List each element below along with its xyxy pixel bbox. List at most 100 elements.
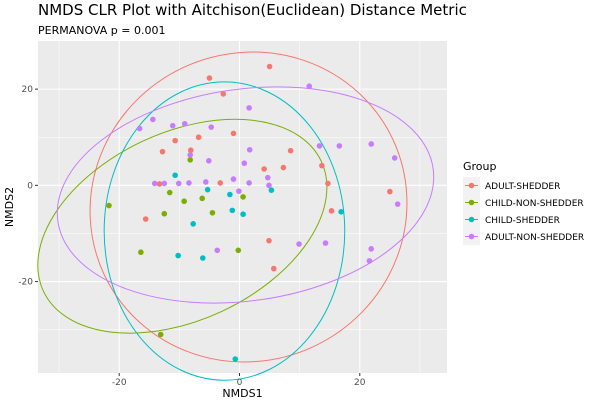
point-adult-shedder (328, 208, 335, 214)
point-adult-non-shedder (186, 180, 192, 186)
chart-subtitle: PERMANOVA p = 0.001 (38, 24, 165, 37)
y-axis-label: NMDS2 (3, 187, 16, 227)
point-adult-non-shedder (187, 152, 193, 158)
point-adult-non-shedder (296, 241, 302, 247)
legend-label: ADULT-NON-SHEDDER (485, 233, 584, 243)
point-child-shedder (190, 221, 196, 227)
legend-key-point (468, 233, 475, 240)
point-child-non-shedder (235, 247, 242, 254)
point-adult-shedder (220, 91, 227, 97)
point-adult-non-shedder (368, 141, 375, 147)
point-adult-shedder (287, 147, 294, 154)
legend: Group ADULT-SHEDDER CHILD-NON-SHEDDER CHIL… (463, 160, 584, 245)
ellipse-child-non-shedder (37, 118, 328, 334)
point-adult-shedder (280, 164, 287, 171)
legend-title: Group (463, 160, 497, 173)
point-adult-non-shedder (394, 201, 401, 207)
point-adult-shedder (187, 147, 194, 154)
point-adult-non-shedder (246, 180, 252, 186)
point-adult-shedder (206, 75, 213, 81)
point-child-non-shedder (187, 157, 193, 163)
point-adult-shedder (387, 188, 393, 195)
ellipse-adult-non-shedder (56, 86, 435, 304)
point-adult-non-shedder (208, 124, 215, 130)
point-adult-shedder (266, 63, 273, 70)
point-adult-non-shedder (151, 180, 158, 187)
x-tick-label: -20 (112, 378, 127, 388)
point-adult-shedder (270, 265, 277, 272)
point-child-non-shedder (161, 210, 168, 217)
point-adult-non-shedder (214, 247, 221, 254)
point-adult-non-shedder (322, 240, 329, 246)
point-adult-non-shedder (246, 105, 252, 111)
point-adult-non-shedder (306, 83, 313, 90)
legend-label: ADULT-SHEDDER (485, 182, 560, 192)
point-child-shedder (204, 186, 211, 193)
point-child-non-shedder (157, 331, 164, 338)
point-adult-non-shedder (161, 180, 168, 187)
point-adult-shedder (230, 130, 237, 137)
point-adult-non-shedder (206, 158, 212, 164)
point-child-non-shedder (166, 189, 173, 196)
ellipse-adult-shedder (89, 51, 408, 363)
point-adult-non-shedder (169, 122, 176, 129)
point-adult-non-shedder (336, 143, 343, 149)
point-adult-non-shedder (368, 246, 375, 252)
data-points (106, 63, 401, 362)
point-adult-shedder (172, 137, 178, 144)
x-tick-label: 0 (237, 378, 243, 388)
chart-title: NMDS CLR Plot with Aitchison(Euclidean) … (38, 1, 467, 19)
point-child-shedder (172, 172, 178, 179)
point-adult-shedder (195, 134, 202, 141)
point-adult-non-shedder (150, 116, 156, 123)
point-adult-non-shedder (366, 258, 373, 264)
point-child-shedder (200, 255, 206, 261)
point-adult-non-shedder (203, 179, 209, 185)
point-child-non-shedder (240, 194, 246, 200)
point-child-non-shedder (199, 195, 206, 202)
y-tick-label: 0 (27, 181, 33, 191)
point-child-non-shedder (138, 249, 144, 256)
point-adult-shedder (261, 166, 267, 172)
point-adult-non-shedder (264, 174, 271, 181)
point-adult-non-shedder (136, 125, 143, 132)
point-adult-non-shedder (230, 176, 237, 182)
point-child-non-shedder (106, 202, 112, 209)
point-adult-shedder (156, 181, 163, 187)
point-child-non-shedder (209, 209, 216, 216)
point-child-shedder (338, 209, 344, 215)
point-adult-non-shedder (316, 143, 323, 149)
point-adult-non-shedder (181, 120, 188, 127)
y-tick-label: -20 (18, 278, 33, 288)
point-child-shedder (268, 187, 275, 193)
point-adult-non-shedder (391, 155, 398, 161)
point-adult-shedder (217, 180, 224, 186)
legend-key-point (468, 216, 475, 223)
point-child-shedder (175, 252, 181, 259)
point-adult-shedder (266, 237, 272, 244)
point-adult-shedder (142, 216, 149, 222)
point-adult-shedder (319, 162, 325, 169)
point-adult-shedder (159, 148, 166, 155)
point-adult-non-shedder (246, 146, 253, 153)
x-tick-label: 20 (354, 378, 366, 388)
legend-label: CHILD-NON-SHEDDER (485, 199, 584, 209)
point-child-non-shedder (181, 198, 187, 205)
axes: -20 0 20 -20 0 20 (18, 85, 365, 388)
plot-panel (38, 41, 447, 373)
point-child-shedder (229, 207, 236, 214)
legend-key-point (468, 199, 475, 206)
point-child-shedder (240, 211, 246, 218)
point-adult-shedder (325, 180, 331, 187)
point-child-shedder (232, 356, 239, 362)
point-adult-non-shedder (266, 182, 272, 189)
legend-key-point (468, 182, 475, 189)
x-axis-label: NMDS1 (222, 387, 262, 400)
y-tick-label: 20 (22, 85, 34, 95)
confidence-ellipses (37, 51, 435, 381)
ellipse-child-shedder (103, 81, 346, 381)
point-adult-non-shedder (241, 160, 248, 167)
point-adult-non-shedder (236, 188, 242, 194)
point-adult-non-shedder (175, 180, 182, 187)
